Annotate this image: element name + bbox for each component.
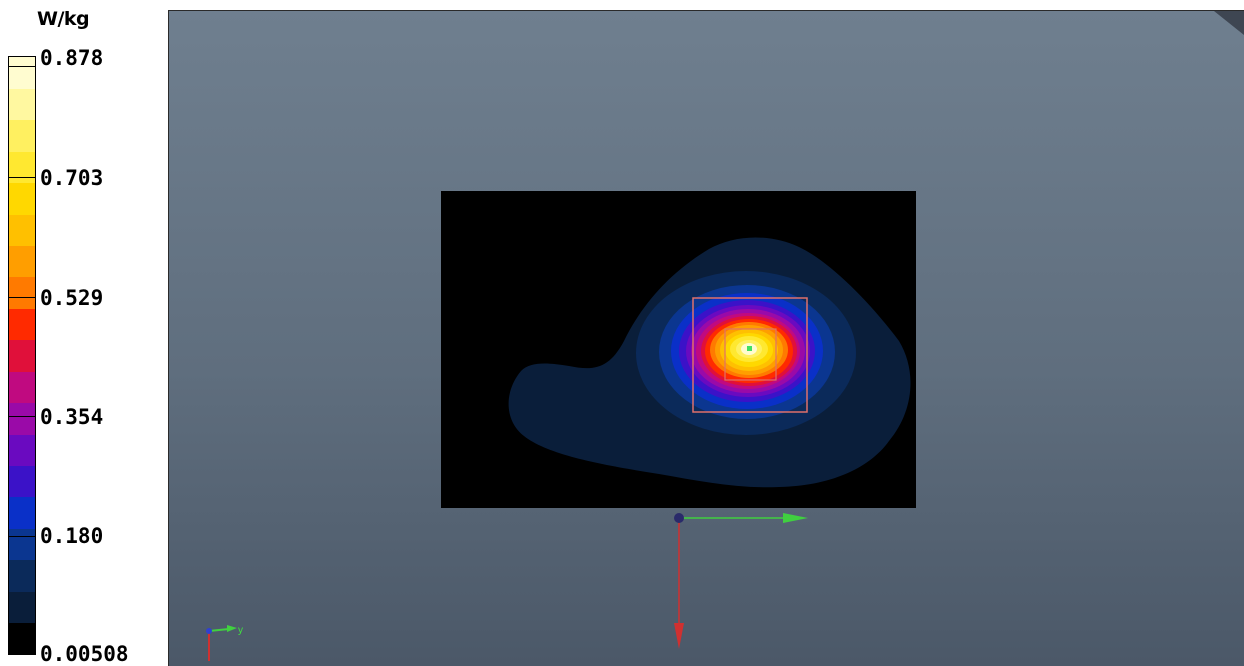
- colorbar-step: [9, 434, 35, 466]
- colorbar-tick: [8, 177, 36, 178]
- colorbar-step: [9, 308, 35, 341]
- colorbar-tick-label: 0.180: [40, 524, 104, 548]
- zoom-scan-box: [724, 328, 777, 381]
- colorbar-step: [9, 402, 35, 435]
- colorbar-tick-label: 0.354: [40, 405, 104, 429]
- 3d-viewport[interactable]: y: [168, 10, 1244, 666]
- peak-marker: [747, 346, 752, 351]
- colorbar-tick: [8, 297, 36, 298]
- triad-origin: [206, 628, 212, 634]
- colorbar-step: [9, 245, 35, 278]
- axes-origin: [674, 513, 684, 523]
- colorbar-step: [9, 559, 35, 592]
- area-scan-box: [692, 297, 808, 413]
- colorbar-tick: [8, 416, 36, 417]
- colorbar-tick-label: 0.529: [40, 286, 104, 310]
- sar-scene: y: [206, 191, 916, 661]
- colorbar-step: [9, 119, 35, 152]
- colorbar-step: [9, 57, 35, 89]
- colorbar-legend: W/kg 0.878 0.703 0.529 0.354 0.180 0.005…: [0, 0, 168, 666]
- colorbar-step: [9, 528, 35, 561]
- viewport-corner: [1214, 11, 1244, 35]
- colorbar-step: [9, 151, 35, 184]
- colorbar-step: [9, 182, 35, 215]
- colorbar-tick-label: 0.00508: [40, 642, 129, 666]
- orientation-triad[interactable]: y: [206, 625, 243, 661]
- z-axis-arrow: [674, 623, 684, 649]
- colorbar-tick-label: 0.878: [40, 46, 104, 70]
- colorbar: [8, 56, 36, 655]
- colorbar-step: [9, 591, 35, 624]
- colorbar-tick-label: 0.703: [40, 166, 104, 190]
- colorbar-step: [9, 276, 35, 309]
- colorbar-step: [9, 88, 35, 121]
- colorbar-step: [9, 339, 35, 372]
- triad-y-label: y: [238, 625, 243, 636]
- colorbar-step: [9, 622, 35, 655]
- colorbar-step: [9, 371, 35, 404]
- colorbar-step: [9, 214, 35, 246]
- y-axis-arrow: [783, 513, 808, 523]
- colorbar-step: [9, 496, 35, 529]
- colorbar-unit-label: W/kg: [37, 8, 90, 30]
- colorbar-step: [9, 465, 35, 498]
- coordinate-axes: [674, 513, 808, 649]
- colorbar-tick: [8, 66, 36, 67]
- colorbar-tick: [8, 536, 36, 537]
